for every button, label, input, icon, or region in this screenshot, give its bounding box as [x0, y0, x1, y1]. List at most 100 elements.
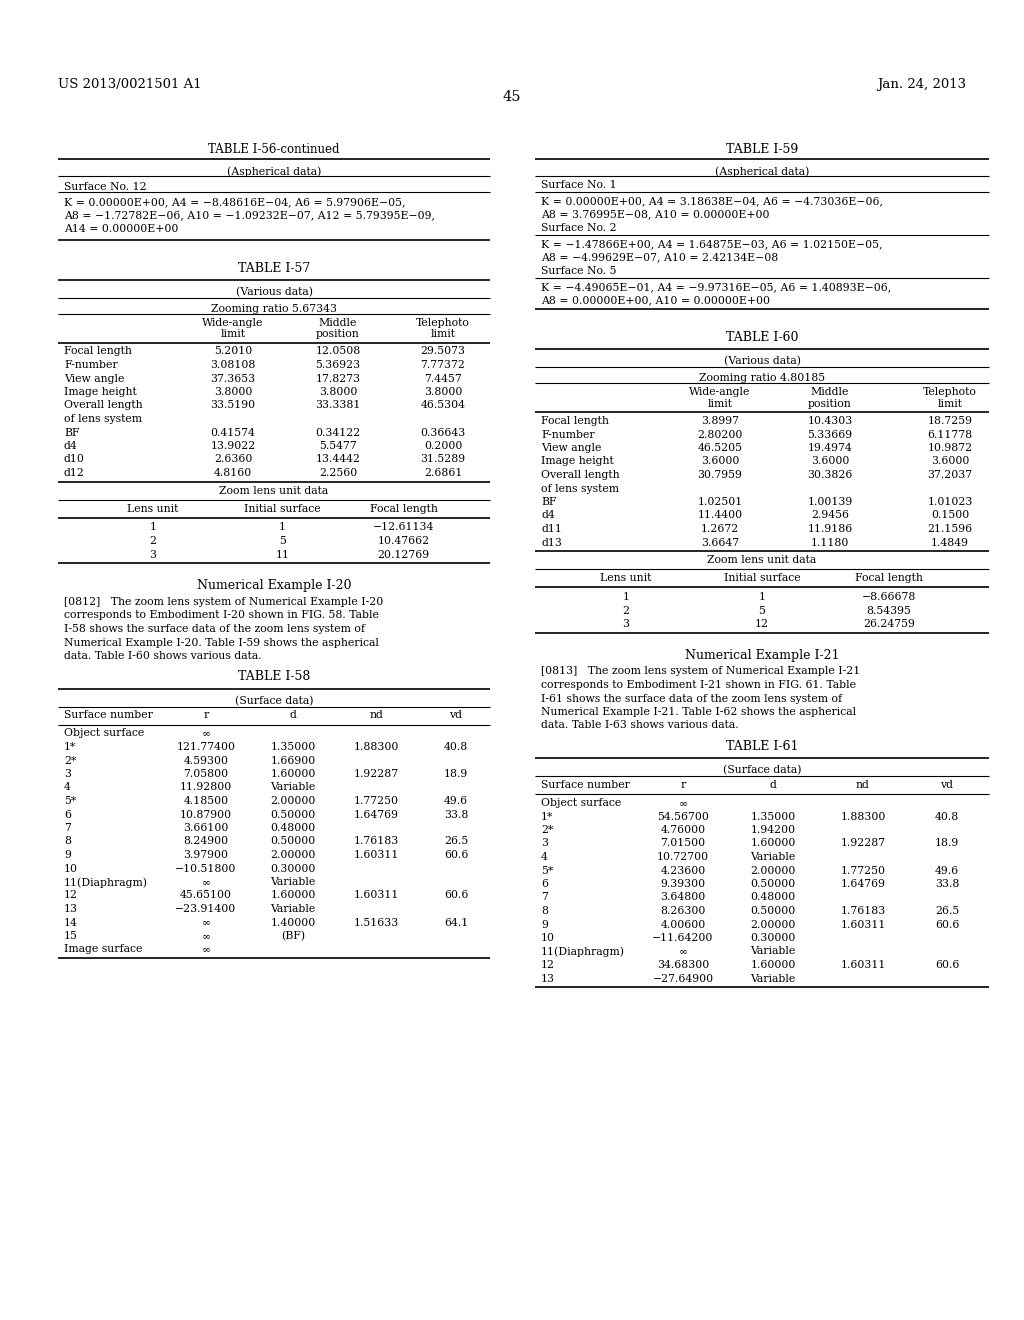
Text: nd: nd: [369, 710, 383, 721]
Text: 12: 12: [63, 891, 78, 900]
Text: d13: d13: [541, 537, 562, 548]
Text: 1.51633: 1.51633: [353, 917, 398, 928]
Text: 60.6: 60.6: [443, 891, 468, 900]
Text: r: r: [204, 710, 209, 721]
Text: 2.00000: 2.00000: [751, 920, 796, 929]
Text: 12.0508: 12.0508: [315, 346, 360, 356]
Text: 60.6: 60.6: [935, 920, 959, 929]
Text: 1.92287: 1.92287: [353, 770, 398, 779]
Text: (Surface data): (Surface data): [234, 696, 313, 706]
Text: 4.59300: 4.59300: [183, 755, 228, 766]
Text: 0.36643: 0.36643: [421, 428, 466, 437]
Text: 5.33669: 5.33669: [808, 429, 853, 440]
Text: Lens unit: Lens unit: [600, 573, 651, 583]
Text: 11(Diaphragm): 11(Diaphragm): [63, 876, 148, 887]
Text: 9.39300: 9.39300: [660, 879, 706, 888]
Text: 13.4442: 13.4442: [315, 454, 360, 465]
Text: 10: 10: [541, 933, 555, 942]
Text: d12: d12: [63, 469, 85, 478]
Text: 8.54395: 8.54395: [866, 606, 911, 615]
Text: 34.68300: 34.68300: [656, 960, 710, 970]
Text: 54.56700: 54.56700: [657, 812, 709, 821]
Text: 40.8: 40.8: [443, 742, 468, 752]
Text: 6.11778: 6.11778: [928, 429, 973, 440]
Text: 1.01023: 1.01023: [928, 498, 973, 507]
Text: 1.60000: 1.60000: [270, 891, 315, 900]
Text: 1.60000: 1.60000: [751, 838, 796, 849]
Text: 17.8273: 17.8273: [315, 374, 360, 384]
Text: 4.18500: 4.18500: [183, 796, 228, 807]
Text: 3.8000: 3.8000: [214, 387, 252, 397]
Text: Numerical Example I-21. Table I-62 shows the aspherical: Numerical Example I-21. Table I-62 shows…: [541, 708, 856, 717]
Text: 3: 3: [623, 619, 630, 630]
Text: 4: 4: [541, 851, 548, 862]
Text: 4: 4: [63, 783, 71, 792]
Text: corresponds to Embodiment I-20 shown in FIG. 58. Table: corresponds to Embodiment I-20 shown in …: [63, 610, 379, 620]
Text: Overall length: Overall length: [541, 470, 620, 480]
Text: 2*: 2*: [541, 825, 553, 836]
Text: 30.3826: 30.3826: [807, 470, 853, 480]
Text: 3.6000: 3.6000: [931, 457, 969, 466]
Text: Lens unit: Lens unit: [127, 503, 179, 513]
Text: 11.92800: 11.92800: [180, 783, 232, 792]
Text: Overall length: Overall length: [63, 400, 142, 411]
Text: Focal length: Focal length: [370, 503, 437, 513]
Text: 1.60000: 1.60000: [751, 960, 796, 970]
Text: 5.2010: 5.2010: [214, 346, 252, 356]
Text: View angle: View angle: [541, 444, 601, 453]
Text: 0.50000: 0.50000: [270, 837, 315, 846]
Text: 8: 8: [63, 837, 71, 846]
Text: 2*: 2*: [63, 755, 77, 766]
Text: I-58 shows the surface data of the zoom lens system of: I-58 shows the surface data of the zoom …: [63, 624, 365, 634]
Text: ∞: ∞: [202, 931, 211, 941]
Text: Surface number: Surface number: [63, 710, 153, 721]
Text: TABLE I-56-continued: TABLE I-56-continued: [208, 143, 340, 156]
Text: d10: d10: [63, 454, 85, 465]
Text: Zooming ratio 4.80185: Zooming ratio 4.80185: [699, 374, 825, 383]
Text: 1: 1: [623, 591, 630, 602]
Text: vd: vd: [450, 710, 463, 721]
Text: 2.6360: 2.6360: [214, 454, 252, 465]
Text: −10.51800: −10.51800: [175, 863, 237, 874]
Text: (Various data): (Various data): [724, 356, 801, 367]
Text: BF: BF: [63, 428, 80, 437]
Text: 11.9186: 11.9186: [807, 524, 853, 535]
Text: 3.64800: 3.64800: [660, 892, 706, 903]
Text: (Aspherical data): (Aspherical data): [715, 166, 809, 177]
Text: 10.47662: 10.47662: [378, 536, 430, 546]
Text: 45.65100: 45.65100: [180, 891, 232, 900]
Text: TABLE I-58: TABLE I-58: [238, 671, 310, 684]
Text: 4.76000: 4.76000: [660, 825, 706, 836]
Text: 3.8000: 3.8000: [318, 387, 357, 397]
Text: ∞: ∞: [202, 917, 211, 928]
Text: 1.1180: 1.1180: [811, 537, 849, 548]
Text: 2.6861: 2.6861: [424, 469, 462, 478]
Text: 1.64769: 1.64769: [841, 879, 886, 888]
Text: US 2013/0021501 A1: US 2013/0021501 A1: [58, 78, 202, 91]
Text: Focal length: Focal length: [541, 416, 609, 426]
Text: 11(Diaphragm): 11(Diaphragm): [541, 946, 625, 957]
Text: Zooming ratio 5.67343: Zooming ratio 5.67343: [211, 304, 337, 314]
Text: 7: 7: [63, 822, 71, 833]
Text: [0812]   The zoom lens system of Numerical Example I-20: [0812] The zoom lens system of Numerical…: [63, 597, 383, 607]
Text: Initial surface: Initial surface: [724, 573, 801, 583]
Text: 1.02501: 1.02501: [697, 498, 742, 507]
Text: I-61 shows the surface data of the zoom lens system of: I-61 shows the surface data of the zoom …: [541, 693, 842, 704]
Text: Numerical Example I-20. Table I-59 shows the aspherical: Numerical Example I-20. Table I-59 shows…: [63, 638, 379, 648]
Text: 1.77250: 1.77250: [841, 866, 886, 875]
Text: Numerical Example I-20: Numerical Example I-20: [197, 579, 351, 591]
Text: 7.01500: 7.01500: [660, 838, 706, 849]
Text: 1.76183: 1.76183: [841, 906, 886, 916]
Text: 37.3653: 37.3653: [211, 374, 256, 384]
Text: A8 = 0.00000E+00, A10 = 0.00000E+00: A8 = 0.00000E+00, A10 = 0.00000E+00: [541, 296, 770, 305]
Text: Surface No. 5: Surface No. 5: [541, 267, 616, 276]
Text: ∞: ∞: [679, 946, 687, 957]
Text: Middle
position: Middle position: [316, 318, 359, 339]
Text: 33.3381: 33.3381: [315, 400, 360, 411]
Text: 6: 6: [63, 809, 71, 820]
Text: Variable: Variable: [270, 904, 315, 913]
Text: corresponds to Embodiment I-21 shown in FIG. 61. Table: corresponds to Embodiment I-21 shown in …: [541, 680, 856, 690]
Text: 2.00000: 2.00000: [270, 796, 315, 807]
Text: 1.40000: 1.40000: [270, 917, 315, 928]
Text: 0.34122: 0.34122: [315, 428, 360, 437]
